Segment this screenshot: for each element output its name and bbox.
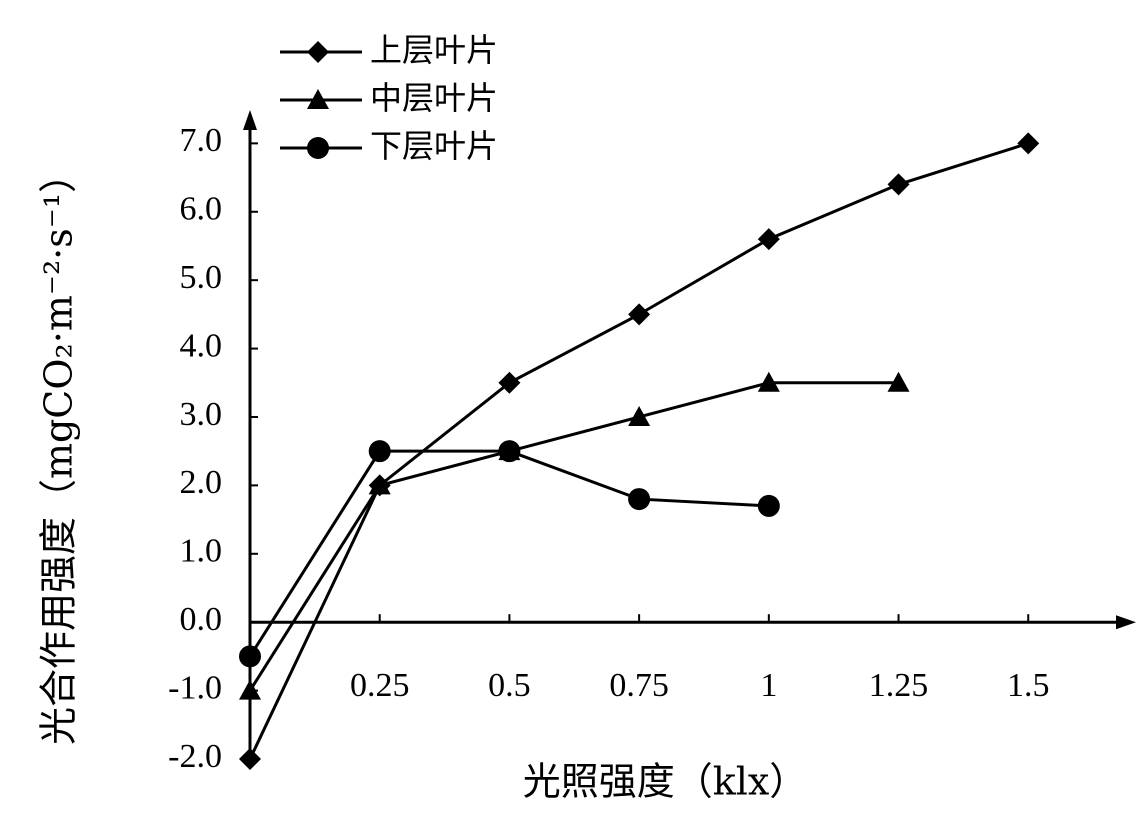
data-point <box>498 440 521 463</box>
y-tick-label: 2.0 <box>180 464 223 501</box>
legend-label: 中层叶片 <box>370 79 498 117</box>
series-line <box>248 381 899 692</box>
legend-marker <box>307 137 329 159</box>
y-tick-label: 0.0 <box>180 601 223 638</box>
x-tick-label: 0.75 <box>609 667 669 704</box>
y-tick-label: 7.0 <box>180 122 223 159</box>
series-line <box>248 449 769 658</box>
y-tick-label: -1.0 <box>168 669 222 706</box>
data-point <box>239 679 261 700</box>
data-point <box>628 303 651 326</box>
data-point <box>239 748 261 770</box>
x-tick-label: 0.5 <box>488 667 531 704</box>
data-point <box>628 405 651 426</box>
x-axis-arrow <box>1116 615 1136 630</box>
y-tick-label: -2.0 <box>168 738 222 775</box>
data-point <box>1017 132 1040 155</box>
legend-marker <box>307 41 329 63</box>
data-point <box>757 494 780 517</box>
x-tick-label: 1 <box>760 667 777 704</box>
data-point <box>368 474 391 495</box>
y-tick-label: 1.0 <box>180 533 223 570</box>
y-tick-label: 4.0 <box>180 327 223 364</box>
y-tick-label: 6.0 <box>180 191 223 228</box>
data-point <box>887 173 910 196</box>
y-tick-label: 3.0 <box>180 396 223 433</box>
y-tick-label: 5.0 <box>180 259 223 296</box>
x-tick-label: 1.25 <box>869 667 929 704</box>
data-point <box>887 371 910 392</box>
data-point <box>239 645 261 668</box>
data-point <box>498 371 521 394</box>
data-point <box>368 440 391 463</box>
data-point <box>757 228 780 251</box>
x-axis-label: 光照强度（klx） <box>523 760 808 804</box>
y-axis-label: 光合作用强度（mgCO₂·m⁻²·s⁻¹） <box>37 155 81 745</box>
x-tick-label: 0.25 <box>350 667 410 704</box>
legend-label: 下层叶片 <box>370 127 498 165</box>
legend-label: 上层叶片 <box>370 31 498 69</box>
legend-marker <box>307 89 329 109</box>
data-point <box>757 371 780 392</box>
x-tick-label: 1.5 <box>1007 667 1050 704</box>
data-point <box>628 488 651 511</box>
y-axis-arrow <box>243 110 257 130</box>
